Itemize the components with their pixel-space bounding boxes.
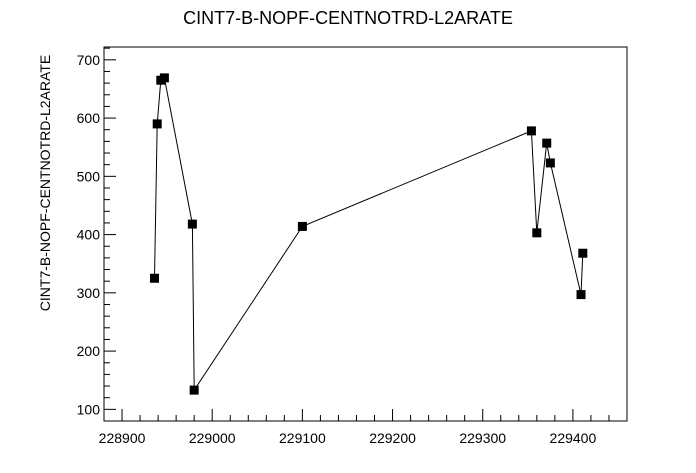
data-point [152, 119, 162, 129]
data-point [187, 219, 197, 229]
data-point [532, 228, 542, 238]
y-tick-label: 500 [77, 168, 101, 184]
data-point [159, 73, 169, 83]
x-tick-label: 229100 [279, 430, 326, 446]
data-point [189, 385, 199, 395]
data-point [526, 126, 536, 136]
chart-title: CINT7-B-NOPF-CENTNOTRD-L2ARATE [183, 8, 513, 28]
x-tick-label: 229400 [550, 430, 597, 446]
data-point [578, 248, 588, 258]
x-tick-label: 229000 [189, 430, 236, 446]
series-line [154, 77, 584, 392]
y-tick-label: 400 [77, 227, 101, 243]
y-tick-label: 300 [77, 285, 101, 301]
y-tick-label: 100 [77, 401, 101, 417]
y-tick-label: 600 [77, 110, 101, 126]
data-point [297, 221, 307, 231]
data-point [542, 138, 552, 148]
plot-frame [103, 46, 628, 422]
data-point [149, 273, 159, 283]
y-axis-title: CINT7-B-NOPF-CENTNOTRD-L2ARATE [37, 55, 53, 311]
data-point [576, 290, 586, 300]
plot-area: 100 200 300 400 500 600 700 228900 229000 229100 2… [77, 46, 628, 446]
y-tick-label: 200 [77, 343, 101, 359]
data-point [545, 158, 555, 168]
x-tick-label: 228900 [99, 430, 146, 446]
x-tick-label: 229200 [369, 430, 416, 446]
x-tick-label: 229300 [459, 430, 506, 446]
y-tick-label: 700 [77, 52, 101, 68]
